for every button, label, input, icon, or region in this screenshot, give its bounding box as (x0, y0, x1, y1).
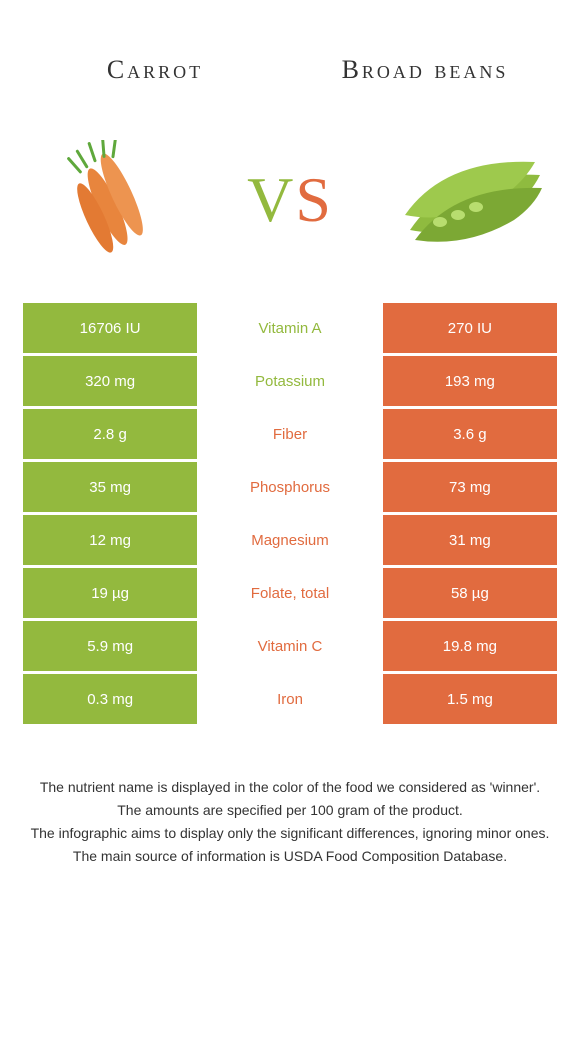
broad-beans-icon (390, 140, 550, 260)
left-value-cell: 19 µg (23, 568, 197, 618)
vs-label: VS (247, 163, 333, 237)
nutrient-label-cell: Magnesium (200, 515, 380, 565)
nutrient-label-cell: Vitamin A (200, 303, 380, 353)
table-row: 320 mgPotassium193 mg (23, 356, 557, 406)
left-value-cell: 16706 IU (23, 303, 197, 353)
nutrient-label-cell: Vitamin C (200, 621, 380, 671)
table-row: 16706 IUVitamin A270 IU (23, 303, 557, 353)
nutrient-label-cell: Phosphorus (200, 462, 380, 512)
table-row: 2.8 gFiber3.6 g (23, 409, 557, 459)
footer-line: The infographic aims to display only the… (30, 823, 550, 844)
right-value-cell: 270 IU (383, 303, 557, 353)
left-value-cell: 12 mg (23, 515, 197, 565)
carrot-icon (35, 140, 185, 260)
right-value-cell: 31 mg (383, 515, 557, 565)
right-value-cell: 19.8 mg (383, 621, 557, 671)
nutrient-label-cell: Potassium (200, 356, 380, 406)
nutrient-label-cell: Folate, total (200, 568, 380, 618)
left-value-cell: 5.9 mg (23, 621, 197, 671)
right-value-cell: 58 µg (383, 568, 557, 618)
header: Carrot Broad beans (0, 0, 580, 120)
footer-line: The amounts are specified per 100 gram o… (30, 800, 550, 821)
nutrient-table: 16706 IUVitamin A270 IU320 mgPotassium19… (20, 300, 560, 727)
right-value-cell: 73 mg (383, 462, 557, 512)
table-row: 5.9 mgVitamin C19.8 mg (23, 621, 557, 671)
right-value-cell: 193 mg (383, 356, 557, 406)
right-value-cell: 1.5 mg (383, 674, 557, 724)
table-row: 0.3 mgIron1.5 mg (23, 674, 557, 724)
table-row: 35 mgPhosphorus73 mg (23, 462, 557, 512)
right-value-cell: 3.6 g (383, 409, 557, 459)
table-row: 12 mgMagnesium31 mg (23, 515, 557, 565)
nutrient-label-cell: Fiber (200, 409, 380, 459)
footer-line: The nutrient name is displayed in the co… (30, 777, 550, 798)
vs-section: VS (0, 120, 580, 300)
left-value-cell: 2.8 g (23, 409, 197, 459)
left-value-cell: 320 mg (23, 356, 197, 406)
vs-v-char: V (247, 164, 295, 235)
carrot-image (30, 135, 190, 265)
left-value-cell: 35 mg (23, 462, 197, 512)
left-food-title: Carrot (34, 55, 277, 85)
footer-notes: The nutrient name is displayed in the co… (0, 727, 580, 889)
right-food-title: Broad beans (304, 55, 547, 85)
left-value-cell: 0.3 mg (23, 674, 197, 724)
nutrient-label-cell: Iron (200, 674, 380, 724)
table-row: 19 µgFolate, total58 µg (23, 568, 557, 618)
beans-image (390, 135, 550, 265)
footer-line: The main source of information is USDA F… (30, 846, 550, 867)
vs-s-char: S (295, 164, 333, 235)
nutrient-table-wrap: 16706 IUVitamin A270 IU320 mgPotassium19… (0, 300, 580, 727)
